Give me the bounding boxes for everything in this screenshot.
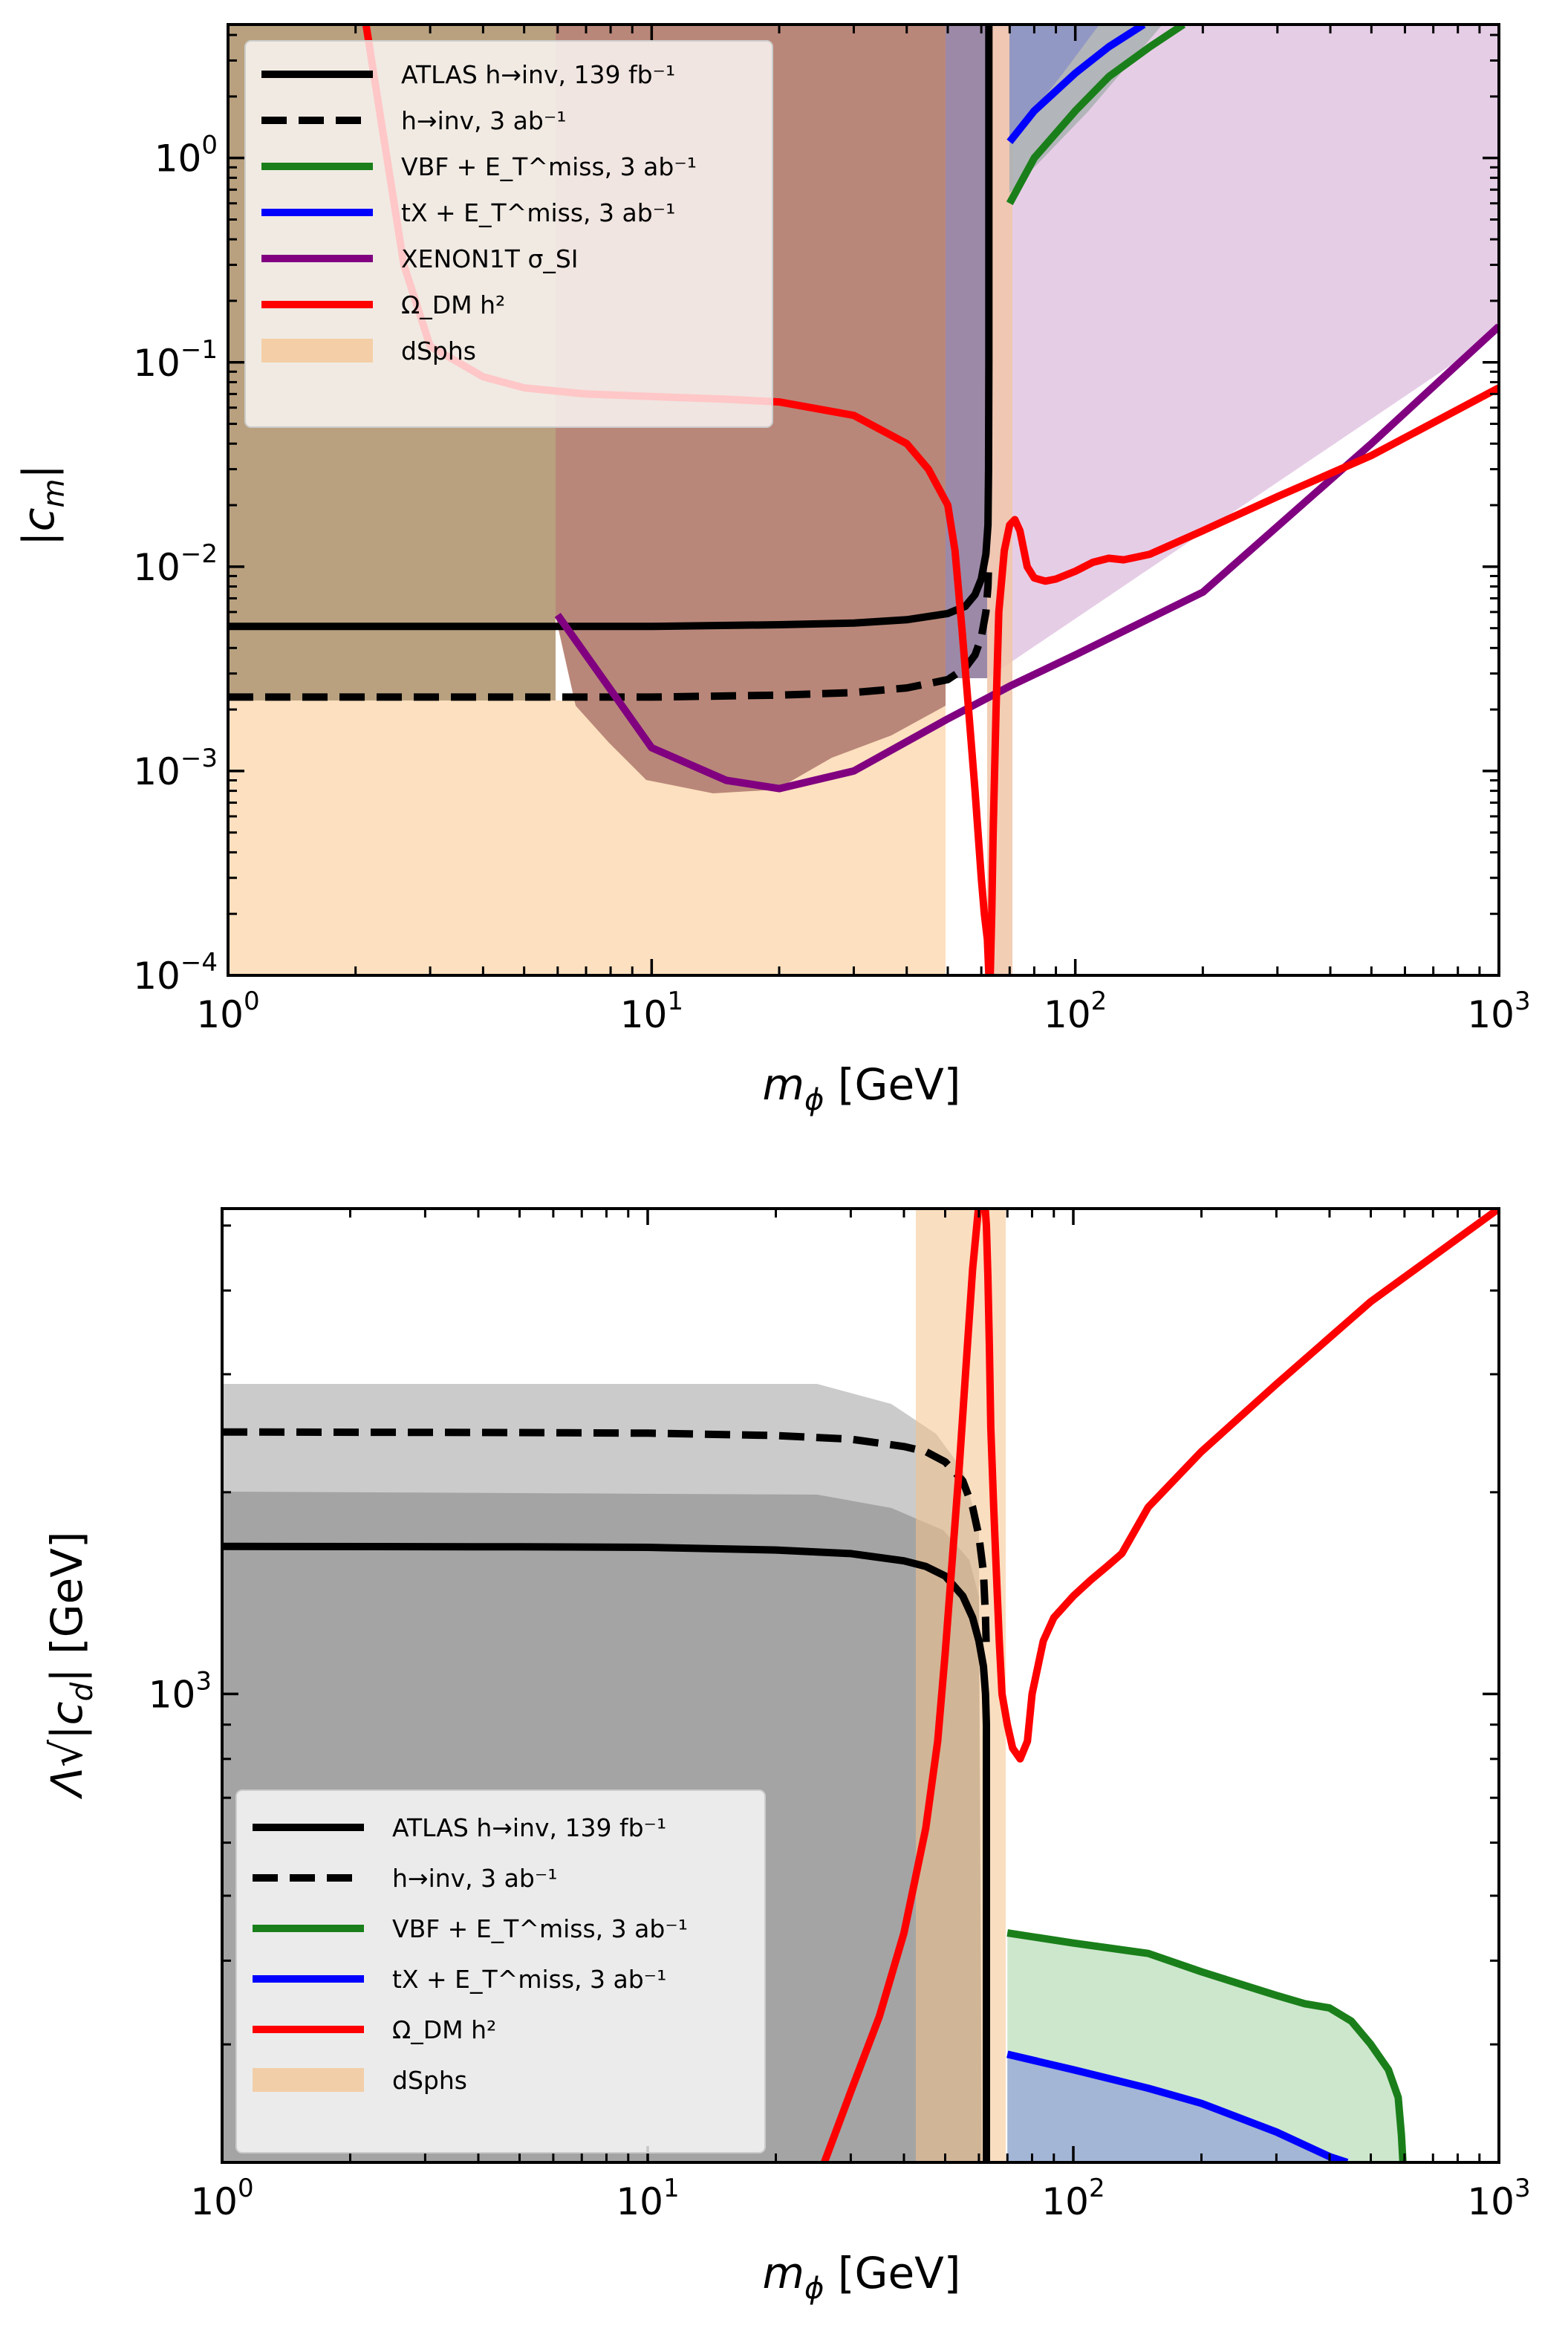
top-x-tick-label: 103 — [1467, 986, 1530, 1036]
bottom-legend-label-2: VBF + E_T^miss, 3 ab⁻¹ — [392, 1914, 688, 1943]
bottom-x-tick-label: 101 — [616, 2174, 679, 2223]
top-series-line-0 — [228, 25, 993, 631]
top-legend-label-5: Ω_DM h² — [401, 290, 505, 319]
top-legend: ATLAS h→inv, 139 fb⁻¹ h→inv, 3 ab⁻¹ VBF + … — [244, 40, 773, 428]
bottom-tx-region — [1007, 2054, 1347, 2162]
bottom-y-tick-label: 103 — [149, 1666, 212, 1716]
top-legend-swatch-6 — [261, 339, 373, 363]
top-legend-label-4: XENON1T σ_SI — [401, 244, 579, 273]
bottom-x-tick-label: 102 — [1041, 2174, 1105, 2223]
top-panel: 100 101 102 103 10−4 10−3 10−2 10−1 100 ATLAS h→… — [13, 23, 1531, 1117]
top-y-tick-label: 10−4 — [133, 948, 218, 998]
top-ylabel: |cm| — [13, 464, 71, 546]
bottom-legend-box — [235, 1789, 766, 2153]
top-legend-label-6: dSphs — [401, 337, 476, 365]
top-ticks: 100 101 102 103 10−4 10−3 10−2 10−1 100 — [133, 25, 1531, 1036]
top-series-line-1 — [228, 566, 992, 701]
bottom-legend: ATLAS h→inv, 139 fb⁻¹ h→inv, 3 ab⁻¹ VBF + … — [235, 1789, 766, 2153]
bottom-ylabel: Λ√|cd| [GeV] — [42, 1531, 100, 1799]
bottom-x-tick-label: 103 — [1467, 2174, 1530, 2223]
bottom-legend-label-5: dSphs — [392, 2066, 467, 2095]
top-legend-label-2: VBF + E_T^miss, 3 ab⁻¹ — [401, 152, 697, 181]
top-series-line-4 — [554, 323, 1499, 793]
bottom-ticks: 100 101 102 103 103 — [149, 1209, 1531, 2223]
top-legend-label-0: ATLAS h→inv, 139 fb⁻¹ — [401, 60, 675, 89]
bottom-series-line-4 — [821, 1209, 1499, 2162]
bottom-legend-label-1: h→inv, 3 ab⁻¹ — [392, 1864, 557, 1893]
top-y-tick-label: 10−1 — [133, 335, 218, 385]
bottom-legend-label-4: Ω_DM h² — [392, 2015, 496, 2044]
top-y-tick-label: 100 — [154, 131, 218, 181]
bottom-legend-label-0: ATLAS h→inv, 139 fb⁻¹ — [392, 1813, 666, 1842]
top-y-tick-label: 10−3 — [133, 744, 218, 793]
bottom-axes-frame — [221, 1207, 1500, 2164]
bottom-series-line-2 — [1006, 1929, 1407, 2162]
top-y-tick-label: 10−2 — [133, 539, 218, 589]
top-xlabel: mϕ [GeV] — [763, 1059, 961, 1117]
bottom-x-tick-label: 100 — [190, 2174, 253, 2223]
bottom-legend-label-3: tX + E_T^miss, 3 ab⁻¹ — [392, 1965, 666, 1994]
bottom-xlabel: mϕ [GeV] — [763, 2248, 961, 2306]
top-xenon-region — [987, 25, 1499, 678]
top-x-tick-label: 102 — [1044, 986, 1107, 1036]
top-x-tick-label: 101 — [620, 986, 683, 1036]
bottom-legend-swatch-5 — [253, 2068, 364, 2092]
top-legend-label-1: h→inv, 3 ab⁻¹ — [401, 106, 566, 135]
bottom-panel: 100 101 102 103 103 ATLAS h→inv, 139 fb⁻¹ h→i… — [42, 1207, 1531, 2306]
top-legend-label-3: tX + E_T^miss, 3 ab⁻¹ — [401, 198, 675, 227]
top-x-tick-label: 100 — [196, 986, 259, 1036]
bottom-series-line-1 — [222, 1428, 990, 1654]
bottom-series — [222, 1209, 1499, 2162]
top-axes-frame — [227, 23, 1500, 977]
top-series-line-2 — [1006, 25, 1186, 206]
top-series-line-3 — [1006, 25, 1146, 145]
bottom-series-line-0 — [222, 1542, 990, 2162]
top-legend-box — [244, 40, 773, 428]
